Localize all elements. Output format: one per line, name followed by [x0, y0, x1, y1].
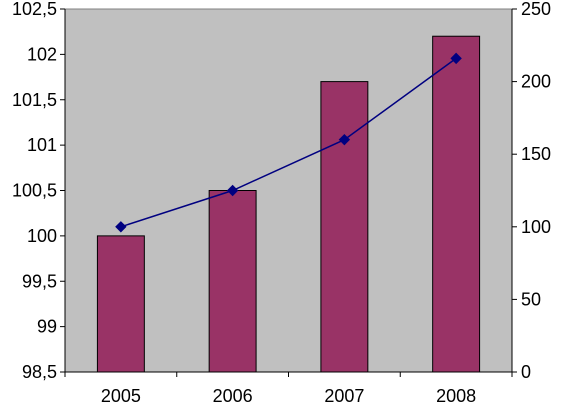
right-axis: 0 50 100 150 200 250: [511, 0, 551, 382]
x-tick-label: 2005: [101, 386, 141, 406]
left-tick-label: 101: [27, 135, 57, 155]
bar: [96, 235, 145, 373]
right-tick-label: 100: [521, 217, 551, 237]
x-tick-label: 2007: [324, 386, 364, 406]
left-axis: 98,5 99 99,5 100 100,5 101 101,5 102 102,5: [12, 0, 66, 382]
left-tick-label: 100,5: [12, 181, 57, 201]
x-tick-label: 2008: [436, 386, 476, 406]
bar: [208, 190, 257, 373]
point-marker: [450, 52, 462, 65]
left-tick-label: 101,5: [12, 90, 57, 110]
right-tick-label: 150: [521, 144, 551, 164]
left-tick-label: 98,5: [22, 362, 57, 382]
left-tick-label: 100: [27, 226, 57, 246]
point-marker: [226, 184, 239, 197]
line-series: [115, 52, 462, 233]
left-tick-label: 99,5: [22, 271, 57, 291]
left-tick-label: 102,5: [12, 0, 57, 19]
bar: [320, 81, 369, 373]
point-marker: [115, 221, 127, 233]
right-tick-label: 250: [521, 0, 551, 19]
left-tick-label: 99: [37, 317, 57, 337]
bar: [432, 35, 481, 373]
series-line: [120, 57, 457, 228]
left-tick-label: 102: [27, 44, 57, 64]
right-tick-label: 50: [521, 289, 541, 309]
bar-series: [96, 35, 481, 373]
x-axis: 2005 2006 2007 2008: [64, 371, 513, 406]
right-tick-label: 0: [521, 362, 531, 382]
point-marker: [338, 133, 351, 146]
x-tick-label: 2006: [213, 386, 253, 406]
right-tick-label: 200: [521, 72, 551, 92]
